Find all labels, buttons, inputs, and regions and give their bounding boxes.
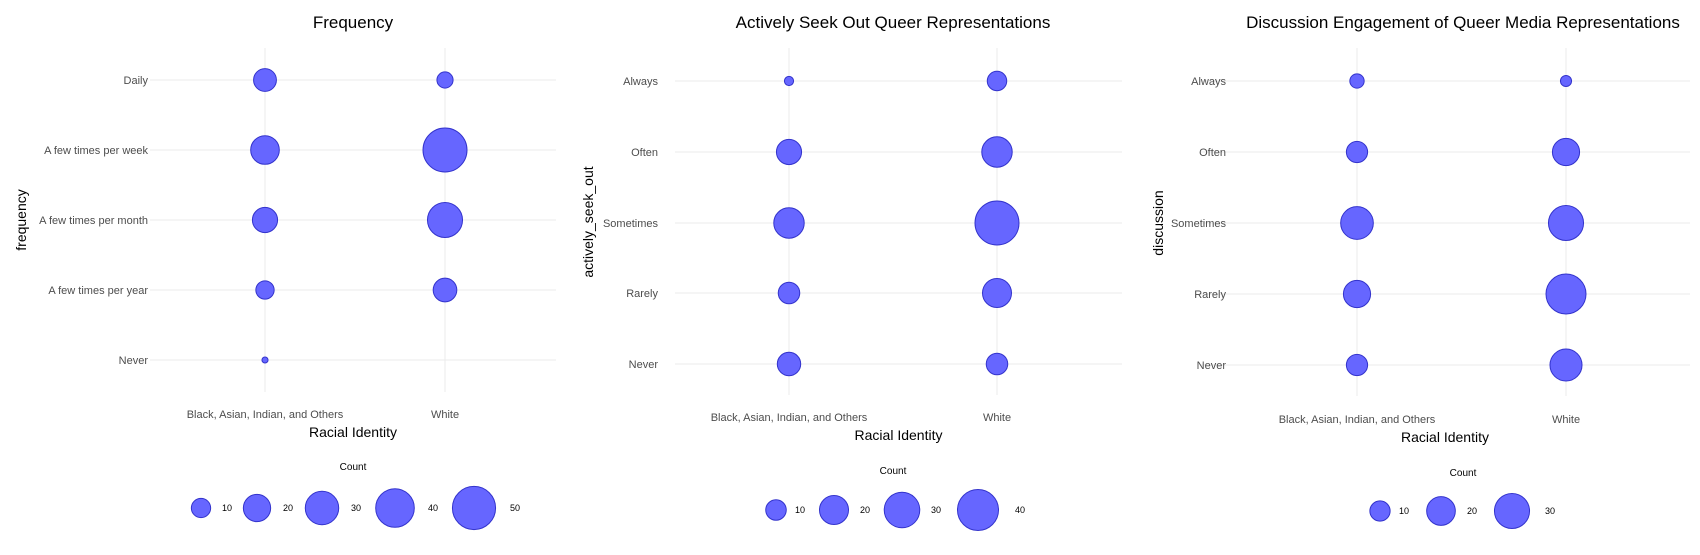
legend-key-bubble	[1426, 496, 1456, 526]
data-point-bubble	[261, 356, 269, 364]
y-tick-label: Sometimes	[1171, 218, 1227, 230]
data-point-bubble	[773, 207, 805, 239]
x-axis-title: Racial Identity	[309, 424, 397, 440]
legend-key-bubble	[1493, 492, 1531, 530]
legend-key-bubble	[451, 485, 497, 531]
legend-label: 30	[931, 505, 941, 515]
data-point-bubble	[1345, 353, 1369, 377]
legend-key-bubble	[190, 497, 212, 519]
x-axis-title: Racial Identity	[1401, 429, 1489, 445]
legend-label: 20	[860, 505, 870, 515]
y-tick-label: A few times per month	[39, 215, 148, 227]
y-tick-label: A few times per week	[44, 145, 148, 157]
y-axis-title: frequency	[13, 189, 29, 250]
x-tick-label: White	[983, 412, 1011, 424]
legend-key-bubble	[883, 491, 921, 529]
legend-key-bubble	[375, 488, 415, 528]
data-point-bubble	[777, 281, 801, 305]
y-tick-label: Sometimes	[603, 218, 659, 230]
size-legend: Count 10 20 30 40 50	[190, 462, 520, 531]
x-tick-label: White	[431, 409, 459, 421]
y-axis-title: discussion	[1150, 190, 1166, 255]
y-tick-label: Never	[629, 359, 659, 371]
legend-title: Count	[880, 466, 907, 477]
data-point-bubble	[251, 206, 279, 234]
legend-key-bubble	[304, 490, 340, 526]
data-point-bubble	[981, 136, 1013, 168]
legend-label: 30	[351, 503, 361, 513]
legend-key-bubble	[242, 493, 272, 523]
data-point-bubble	[253, 68, 277, 92]
legend-label: 40	[1015, 505, 1025, 515]
data-point-bubble	[986, 70, 1008, 92]
data-point-bubble	[776, 351, 802, 377]
legend-label: 10	[795, 505, 805, 515]
x-tick-label: Black, Asian, Indian, and Others	[187, 409, 344, 421]
chart-title: Discussion Engagement of Queer Media Rep…	[1246, 13, 1680, 32]
y-tick-label: Often	[631, 147, 658, 159]
data-point-bubble	[250, 135, 280, 165]
size-legend: Count 10 20 30	[1369, 468, 1555, 530]
size-legend: Count 10 20 30 40	[765, 466, 1025, 532]
data-point-bubble	[422, 127, 468, 173]
data-point-bubble	[1547, 204, 1585, 242]
data-point-bubble	[1549, 348, 1583, 382]
data-point-bubble	[783, 75, 795, 87]
legend-label: 20	[283, 503, 293, 513]
data-point-bubble	[432, 277, 458, 303]
data-point-bubble	[981, 277, 1013, 309]
chart-title: Actively Seek Out Queer Representations	[736, 13, 1051, 32]
data-point-bubble	[1340, 206, 1374, 240]
data-point-bubble	[426, 201, 464, 239]
data-point-bubble	[436, 71, 454, 89]
legend-label: 20	[1467, 506, 1477, 516]
y-tick-label: Rarely	[1194, 289, 1226, 301]
y-tick-label: Often	[1199, 147, 1226, 159]
data-point-bubble	[985, 352, 1009, 376]
legend-label: 10	[222, 503, 232, 513]
legend-key-bubble	[1369, 500, 1391, 522]
y-tick-label: Always	[1191, 76, 1226, 88]
legend-label: 10	[1399, 506, 1409, 516]
data-point-bubble	[974, 200, 1020, 246]
legend-title: Count	[1450, 468, 1477, 479]
y-tick-label: A few times per year	[48, 285, 148, 297]
data-point-bubble	[1545, 273, 1587, 315]
y-tick-label: Rarely	[626, 288, 658, 300]
x-tick-label: Black, Asian, Indian, and Others	[711, 412, 868, 424]
y-tick-label: Never	[119, 355, 149, 367]
data-point-bubble	[1349, 73, 1365, 89]
legend-label: 40	[428, 503, 438, 513]
y-tick-label: Always	[623, 76, 658, 88]
y-tick-label: Never	[1197, 360, 1227, 372]
x-tick-label: White	[1552, 414, 1580, 426]
x-axis-title: Racial Identity	[855, 427, 943, 443]
data-point-bubble	[1342, 279, 1372, 309]
x-tick-label: Black, Asian, Indian, and Others	[1279, 414, 1436, 426]
y-axis-title: actively_seek_out	[580, 166, 596, 277]
chart-panel-1: Frequency Never A few times per year A few …	[13, 13, 556, 531]
chart-panel-2: Actively Seek Out Queer Representations N…	[580, 13, 1122, 532]
legend-key-bubble	[956, 488, 1000, 532]
legend-key-bubble	[818, 494, 850, 526]
data-point-bubble	[255, 280, 275, 300]
data-point-bubble	[1559, 74, 1573, 88]
legend-label: 50	[510, 503, 520, 513]
chart-title: Frequency	[313, 13, 394, 32]
data-point-bubble	[1345, 140, 1369, 164]
data-point-bubble	[775, 138, 803, 166]
legend-label: 30	[1545, 506, 1555, 516]
y-tick-label: Daily	[124, 75, 149, 87]
legend-title: Count	[340, 462, 367, 473]
chart-panel-3: Discussion Engagement of Queer Media Rep…	[1150, 13, 1690, 530]
data-point-bubble	[1551, 137, 1581, 167]
legend-key-bubble	[765, 499, 787, 521]
